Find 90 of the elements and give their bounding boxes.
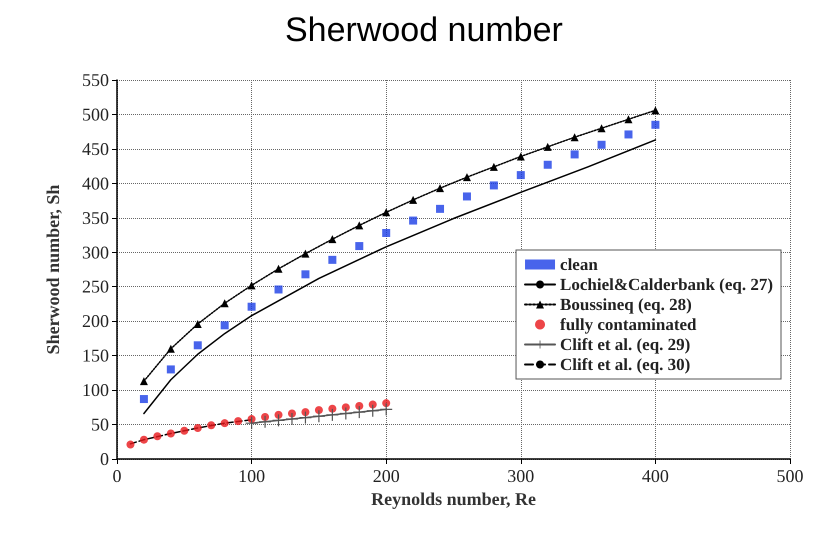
point — [366, 404, 379, 417]
point — [220, 419, 229, 428]
point — [180, 426, 188, 435]
y-tick-label: 50 — [91, 414, 109, 435]
point — [570, 133, 579, 142]
point — [462, 173, 471, 182]
point — [355, 221, 364, 230]
point — [246, 417, 258, 430]
point — [261, 412, 270, 421]
point — [153, 432, 162, 440]
y-tick-label: 300 — [82, 242, 109, 262]
point — [382, 228, 390, 237]
point — [299, 412, 312, 424]
y-tick-label: 0 — [100, 449, 109, 469]
point — [220, 321, 229, 330]
legend-label: Lochiel&Calderbank (eq. 27) — [560, 275, 774, 294]
x-tick-label: 100 — [238, 466, 266, 486]
point — [312, 410, 325, 422]
point — [436, 204, 444, 213]
y-tick-label: 500 — [82, 104, 109, 124]
point — [140, 395, 148, 404]
point — [166, 344, 175, 353]
legend-label: clean — [560, 255, 598, 274]
y-tick-label: 100 — [82, 380, 109, 400]
point — [301, 250, 310, 258]
point — [328, 235, 336, 244]
point — [516, 152, 525, 160]
point — [624, 115, 632, 124]
point — [355, 242, 364, 250]
x-tick-label: 400 — [642, 466, 669, 486]
point — [314, 406, 323, 414]
x-tick-label: 200 — [372, 466, 400, 486]
point — [140, 377, 148, 386]
point — [490, 181, 498, 190]
point — [382, 208, 390, 216]
y-tick-label: 550 — [82, 70, 109, 90]
point — [544, 160, 552, 169]
y-tick-label: 400 — [82, 173, 109, 194]
point — [328, 404, 336, 413]
point — [274, 285, 283, 294]
point — [274, 264, 283, 273]
point — [516, 171, 525, 180]
point — [490, 162, 498, 171]
point — [651, 120, 660, 129]
point — [436, 184, 444, 192]
point — [166, 365, 175, 374]
x-tick-label: 500 — [776, 466, 804, 486]
legend-label: Clift et al. (eq. 29) — [560, 335, 690, 354]
y-tick-label: 250 — [82, 276, 109, 297]
point — [301, 408, 310, 416]
point — [570, 150, 579, 158]
point — [248, 302, 256, 311]
point — [598, 124, 606, 132]
point — [288, 410, 296, 418]
point — [248, 281, 256, 290]
y-axis-title: Sherwood number, Sh — [43, 184, 63, 354]
point — [194, 320, 202, 328]
point — [207, 421, 216, 430]
x-tick-label: 0 — [112, 466, 122, 486]
point — [194, 424, 202, 432]
point — [380, 403, 392, 416]
x-axis-title: Reynolds number, Re — [371, 488, 536, 509]
point — [126, 440, 134, 449]
point — [328, 256, 336, 264]
y-tick-label: 350 — [82, 208, 109, 228]
point — [544, 142, 552, 151]
legend-label: Clift et al. (eq. 30) — [560, 355, 690, 374]
point — [274, 410, 283, 419]
point — [598, 140, 606, 149]
point — [234, 417, 242, 426]
legend-label: fully contaminated — [560, 315, 698, 334]
y-tick-label: 450 — [82, 138, 109, 159]
point — [340, 408, 352, 420]
point — [353, 406, 366, 418]
point — [166, 430, 175, 438]
point — [651, 106, 660, 114]
point — [409, 216, 418, 225]
point — [301, 270, 310, 278]
point — [624, 130, 632, 138]
y-tick-label: 150 — [82, 346, 109, 366]
chart-title: Sherwood number — [285, 11, 563, 49]
x-tick-label: 300 — [507, 466, 534, 486]
point — [259, 416, 272, 428]
point — [462, 192, 471, 200]
y-tick-label: 200 — [82, 311, 109, 332]
legend-label: Boussineq (eq. 28) — [560, 295, 692, 314]
point — [220, 299, 229, 308]
point — [194, 341, 202, 350]
point — [409, 196, 418, 204]
point — [140, 436, 148, 444]
